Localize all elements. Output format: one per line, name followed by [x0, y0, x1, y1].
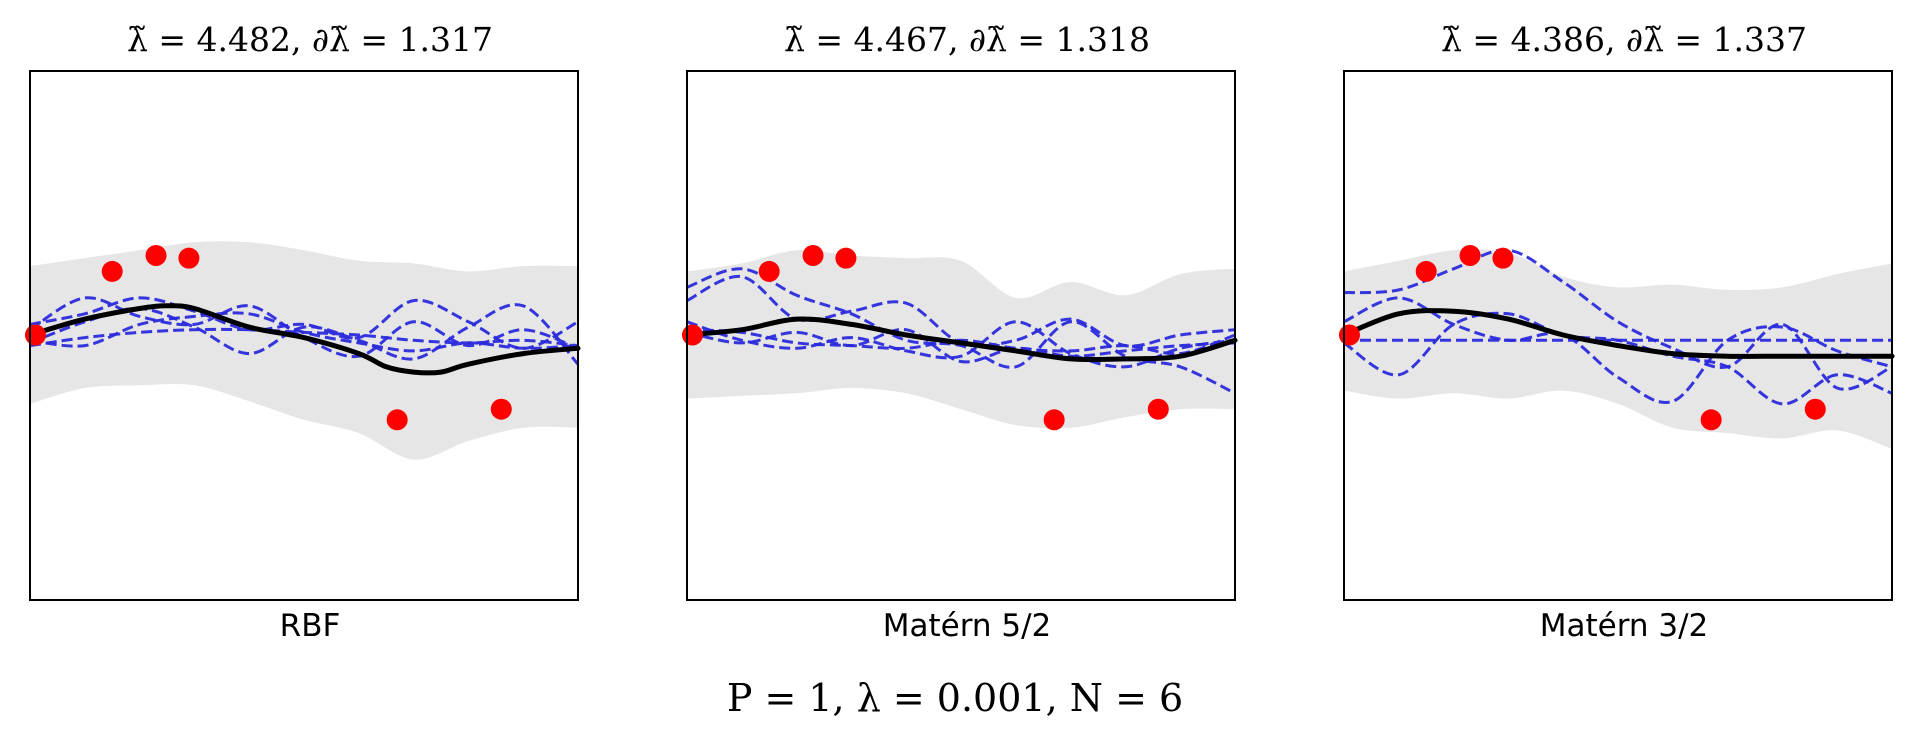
- plot-rbf: [24, 70, 581, 601]
- data-point: [681, 324, 703, 346]
- sample-line-3: [1343, 296, 1893, 404]
- data-point: [1338, 324, 1360, 346]
- data-point: [178, 247, 200, 269]
- data-point: [802, 245, 824, 266]
- data-point: [386, 409, 408, 431]
- data-point: [1043, 409, 1065, 431]
- panel-title: λ̃ = 4.482, ∂λ̃ = 1.317: [126, 20, 494, 59]
- kernel-label: Matérn 3/2: [1539, 608, 1709, 644]
- panel-matern32: λ̃ = 4.386, ∂λ̃ = 1.337 Matérn 3/2: [1314, 0, 1910, 660]
- uncertainty-band: [1344, 249, 1892, 449]
- plot-matern32: [1338, 70, 1895, 601]
- data-point: [1415, 260, 1437, 282]
- uncertainty-band: [30, 241, 578, 460]
- sample-line-4: [686, 328, 1236, 364]
- mean-line: [1341, 308, 1895, 359]
- data-point: [835, 247, 857, 269]
- sample-line-5: [686, 320, 1236, 369]
- mean-line: [684, 316, 1238, 363]
- data-point: [24, 324, 46, 346]
- sample-line-5: [29, 327, 579, 348]
- data-point: [1492, 247, 1514, 269]
- axes-frame: [29, 70, 579, 601]
- kernel-label: RBF: [279, 608, 341, 644]
- panel-matern52: λ̃ = 4.467, ∂λ̃ = 1.318 Matérn 5/2: [657, 0, 1277, 660]
- data-point: [1459, 245, 1481, 266]
- data-point: [490, 398, 512, 420]
- data-point: [101, 260, 123, 282]
- kernel-label: Matérn 5/2: [882, 608, 1052, 644]
- axes-frame: [686, 70, 1236, 601]
- data-point: [1804, 398, 1826, 420]
- sample-line-4: [1343, 311, 1893, 406]
- data-point: [1700, 409, 1722, 431]
- panel-rbf: λ̃ = 4.482, ∂λ̃ = 1.317 RBF: [0, 0, 620, 660]
- panel-title: λ̃ = 4.386, ∂λ̃ = 1.337: [1440, 20, 1808, 59]
- sample-line-2: [29, 296, 579, 350]
- data-point: [1147, 398, 1169, 420]
- sample-line-2: [1343, 248, 1893, 391]
- axes-frame: [1343, 70, 1893, 601]
- plot-matern52: [681, 70, 1238, 601]
- mean-line: [27, 303, 581, 376]
- data-point: [145, 245, 167, 266]
- data-point: [758, 260, 780, 282]
- figure-caption: P = 1, λ = 0.001, N = 6: [726, 676, 1184, 720]
- panel-title: λ̃ = 4.467, ∂λ̃ = 1.318: [783, 20, 1151, 59]
